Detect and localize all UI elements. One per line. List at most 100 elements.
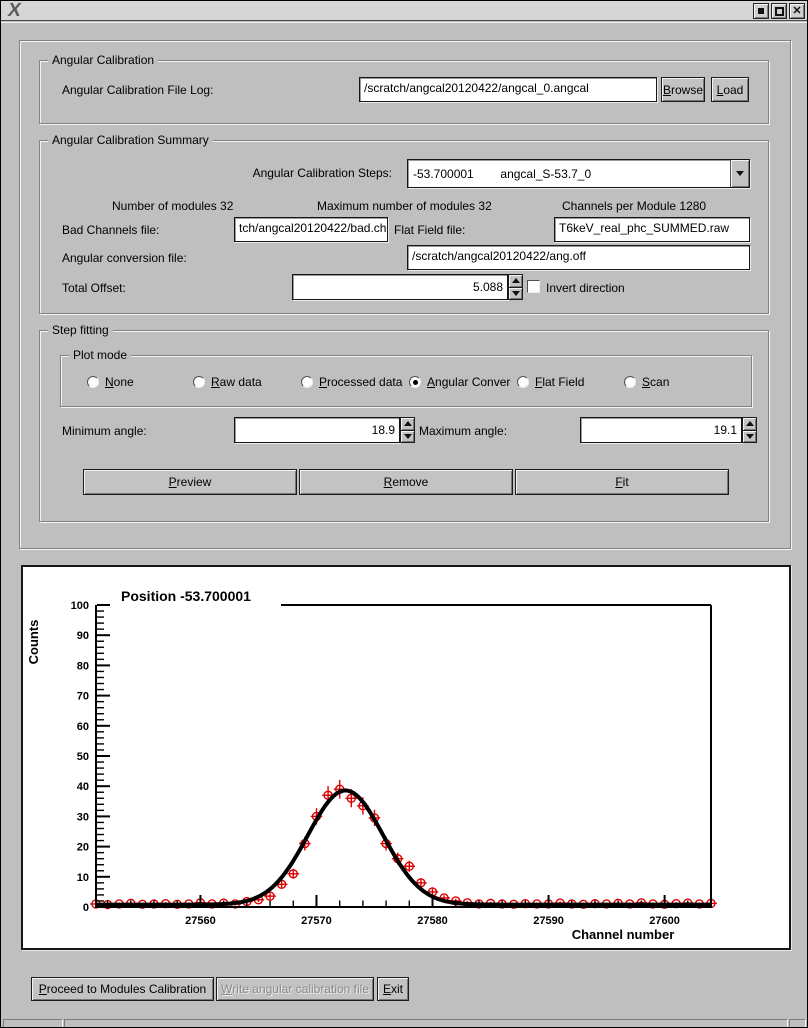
max-modules-text: Maximum number of modules 32 (317, 199, 492, 213)
steps-combobox-value: -53.700001 angcal_S-53.7_0 (413, 166, 592, 181)
radio-icon (517, 376, 529, 388)
steps-label: Angular Calibration Steps: (252, 166, 392, 180)
statusbar-resize-grip[interactable] (789, 1019, 806, 1027)
num-modules-text: Number of modules 32 (112, 199, 234, 213)
radio-none[interactable]: None (87, 375, 134, 389)
spin-down-button[interactable] (742, 430, 757, 443)
svg-text:60: 60 (77, 721, 89, 733)
chevron-down-icon (736, 171, 744, 176)
svg-text:Position -53.700001: Position -53.700001 (121, 588, 251, 604)
arrow-up-icon (403, 421, 412, 427)
radio-icon (193, 376, 205, 388)
radio-label: Raw data (211, 375, 262, 389)
svg-text:27600: 27600 (649, 915, 680, 927)
group-label: Plot mode (69, 348, 132, 362)
maximize-icon (774, 6, 784, 16)
total-offset-input[interactable]: 5.088 (292, 274, 508, 300)
radio-processed-data[interactable]: Processed data (301, 375, 402, 389)
radio-flat-field[interactable]: Flat Field (517, 375, 584, 389)
maximize-button[interactable] (771, 3, 787, 19)
svg-text:80: 80 (77, 660, 89, 672)
flat-field-input[interactable]: T6keV_real_phc_SUMMED.raw (554, 217, 750, 242)
arrow-up-icon (511, 278, 520, 284)
svg-text:27590: 27590 (533, 915, 564, 927)
minimize-icon (758, 8, 764, 14)
arrow-down-icon (403, 433, 412, 439)
ang-conv-input[interactable]: /scratch/angcal20120422/ang.off (407, 245, 750, 270)
svg-text:40: 40 (77, 781, 89, 793)
radio-angular-conversion[interactable]: Angular Conver (409, 375, 510, 389)
radio-raw-data[interactable]: Raw data (193, 375, 262, 389)
statusbar-cell-left (3, 1019, 63, 1027)
min-angle-label: Minimum angle: (62, 424, 147, 438)
svg-text:27560: 27560 (185, 915, 216, 927)
radio-label: Processed data (319, 375, 403, 389)
radio-icon (87, 376, 99, 388)
svg-text:Channel number: Channel number (572, 927, 675, 942)
min-angle-spinner (400, 417, 415, 443)
radio-label: Scan (642, 375, 670, 389)
titlebar[interactable]: X ✕ (1, 1, 807, 21)
radio-icon (301, 376, 313, 388)
radio-label: None (105, 375, 134, 389)
steps-combobox[interactable]: -53.700001 angcal_S-53.7_0 (407, 159, 750, 188)
spin-up-button[interactable] (400, 417, 415, 431)
total-offset-label: Total Offset: (62, 281, 126, 295)
calibration-plot: 0 10 20 30 40 50 60 70 80 90 100 27560 27570 27580 275… (26, 588, 717, 942)
plot-panel: 0 10 20 30 40 50 60 70 80 90 100 27560 27570 27580 275… (21, 565, 791, 950)
svg-text:50: 50 (77, 751, 89, 763)
total-offset-spinner (508, 274, 523, 300)
angular-calibration-group: Angular Calibration Angular Calibration … (39, 53, 769, 124)
channels-per-module-text: Channels per Module 1280 (562, 199, 707, 213)
file-log-input[interactable]: /scratch/angcal20120422/angcal_0.angcal (359, 77, 657, 102)
window-body: Angular Calibration Angular Calibration … (1, 22, 807, 1027)
step-fitting-group: Step fitting Plot mode None Raw data Pro… (39, 323, 769, 522)
x11-logo-icon: X (6, 0, 23, 21)
combo-dropdown-button[interactable] (730, 160, 749, 187)
max-angle-input[interactable]: 19.1 (580, 417, 742, 443)
close-button[interactable]: ✕ (789, 3, 805, 19)
bad-channels-input[interactable]: tch/angcal20120422/bad.chan (234, 217, 388, 242)
spin-up-button[interactable] (742, 417, 757, 431)
svg-text:20: 20 (77, 842, 89, 854)
statusbar-cell-main (64, 1019, 788, 1027)
spin-up-button[interactable] (508, 274, 523, 288)
svg-text:27580: 27580 (417, 915, 448, 927)
max-angle-spinner (742, 417, 757, 443)
form-panel (19, 40, 791, 549)
plot-mode-group: Plot mode None Raw data Processed data A… (60, 348, 752, 407)
arrow-up-icon (745, 421, 754, 427)
svg-text:100: 100 (71, 600, 89, 612)
close-icon: ✕ (792, 4, 802, 17)
bad-channels-label: Bad Channels file: (62, 223, 160, 237)
invert-direction-checkbox[interactable] (527, 280, 540, 293)
ang-conv-label: Angular conversion file: (62, 251, 187, 265)
max-angle-label: Maximum angle: (419, 424, 508, 438)
radio-icon (624, 376, 636, 388)
arrow-down-icon (511, 290, 520, 296)
spin-down-button[interactable] (508, 287, 523, 300)
radio-label: Flat Field (535, 375, 585, 389)
svg-text:27570: 27570 (301, 915, 332, 927)
flat-field-label: Flat Field file: (394, 223, 466, 237)
radio-scan[interactable]: Scan (624, 375, 669, 389)
min-angle-input[interactable]: 18.9 (234, 417, 400, 443)
group-label: Angular Calibration (48, 53, 159, 67)
group-label: Angular Calibration Summary (48, 133, 213, 147)
spin-down-button[interactable] (400, 430, 415, 443)
svg-text:90: 90 (77, 630, 89, 642)
svg-text:30: 30 (77, 811, 89, 823)
svg-text:70: 70 (77, 691, 89, 703)
group-label: Step fitting (48, 323, 113, 337)
svg-text:Counts: Counts (26, 620, 41, 665)
radio-icon (409, 376, 421, 388)
minimize-button[interactable] (753, 3, 769, 19)
